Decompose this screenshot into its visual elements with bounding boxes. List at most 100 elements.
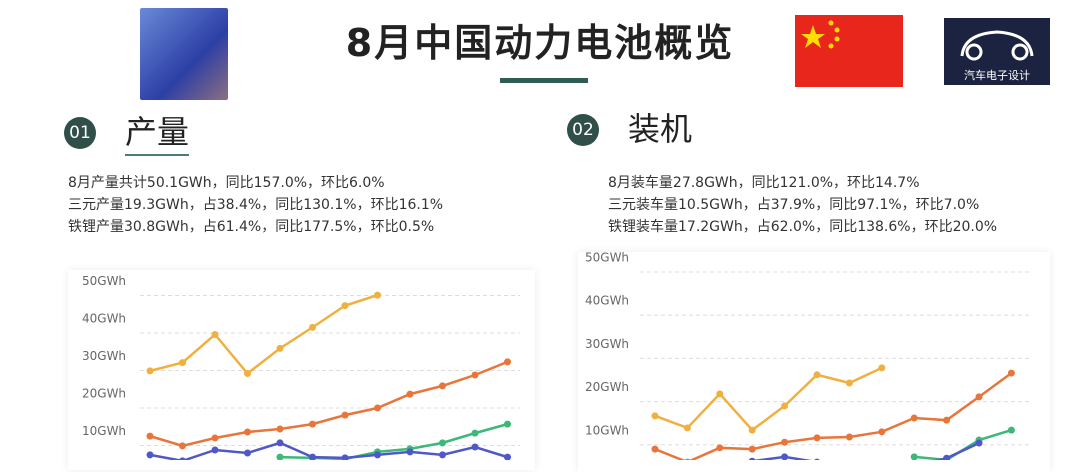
data-point xyxy=(716,444,724,452)
logo-text: 汽车电子设计 xyxy=(964,69,1030,82)
series-line xyxy=(654,372,1013,460)
data-point xyxy=(975,439,983,447)
data-point xyxy=(471,429,479,437)
data-point xyxy=(309,420,316,428)
data-point xyxy=(748,457,756,460)
data-point xyxy=(406,448,414,456)
data-point xyxy=(943,454,951,460)
data-point xyxy=(374,451,381,459)
y-tick-label: 40GWh xyxy=(585,294,629,308)
data-point xyxy=(975,393,983,401)
section-title: 装机 xyxy=(628,110,693,148)
data-point xyxy=(276,344,284,352)
data-point xyxy=(179,359,186,367)
logo-wheel xyxy=(1011,43,1029,61)
data-point xyxy=(781,453,789,460)
data-point xyxy=(439,451,446,459)
data-point xyxy=(309,453,316,460)
logo: 汽车电子设计 xyxy=(944,18,1050,85)
flag-star xyxy=(834,36,840,42)
logo-arc xyxy=(960,30,1034,57)
y-tick-label: 10GWh xyxy=(82,424,126,438)
china-flag xyxy=(795,15,903,87)
data-point xyxy=(471,443,479,451)
summary-line: 8月装车量27.8GWh，同比121.0%，环比14.7% xyxy=(608,175,920,191)
data-point xyxy=(748,445,756,453)
summary-line: 铁锂装车量17.2GWh，占62.0%，同比138.6%，环比20.0% xyxy=(608,219,998,235)
page-title: 8月中国动力电池概览 xyxy=(345,21,735,65)
data-point xyxy=(179,442,186,450)
data-point xyxy=(374,291,381,299)
data-point xyxy=(211,434,219,442)
data-point xyxy=(910,414,918,422)
data-point xyxy=(276,439,284,447)
title-underline xyxy=(500,78,588,83)
y-tick-label: 20GWh xyxy=(82,387,126,401)
data-point xyxy=(244,428,251,436)
data-point xyxy=(878,364,886,372)
summary-line: 三元装车量10.5GWh，占37.9%，同比97.1%，环比7.0% xyxy=(608,197,980,213)
data-point xyxy=(651,445,659,453)
data-point xyxy=(651,412,659,420)
data-point xyxy=(683,424,691,432)
logo-mark xyxy=(960,30,1034,61)
data-point xyxy=(211,331,219,338)
section-title: 产量 xyxy=(125,112,190,156)
series-line xyxy=(149,360,508,448)
flag-star xyxy=(834,27,840,33)
y-tick-label: 30GWh xyxy=(585,337,629,351)
data-point xyxy=(1007,426,1015,434)
data-point xyxy=(211,446,219,454)
data-point xyxy=(179,457,186,460)
flag-star xyxy=(828,20,834,26)
flag-star xyxy=(801,25,825,48)
page: 8月中国动力电池概览 汽车电子设计 01 产量 8月产量共计50.1GWh，同比… xyxy=(64,8,1050,460)
y-tick-label: 50GWh xyxy=(82,274,126,288)
y-tick-label: 30GWh xyxy=(82,349,126,363)
data-point xyxy=(146,432,154,440)
data-point xyxy=(910,453,918,460)
data-point xyxy=(309,323,316,331)
data-point xyxy=(943,416,951,424)
data-point xyxy=(781,438,789,446)
data-point xyxy=(748,426,756,434)
data-point xyxy=(781,402,789,410)
data-point xyxy=(845,379,853,387)
data-point xyxy=(244,370,251,377)
data-point xyxy=(504,420,511,428)
data-point xyxy=(244,449,251,457)
data-point xyxy=(341,302,349,310)
section-number: 02 xyxy=(567,114,599,146)
data-point xyxy=(504,453,511,460)
data-point xyxy=(439,439,446,447)
data-point xyxy=(471,371,479,379)
data-point xyxy=(845,433,853,441)
series-line xyxy=(149,293,378,376)
y-tick-label: 20GWh xyxy=(585,380,629,394)
data-point xyxy=(406,390,414,398)
data-point xyxy=(276,425,284,433)
data-point xyxy=(716,390,724,398)
data-point xyxy=(439,382,446,390)
data-point xyxy=(1007,369,1015,377)
battery-image xyxy=(140,8,228,100)
series-line xyxy=(654,366,883,432)
y-tick-label: 10GWh xyxy=(585,423,629,437)
data-point xyxy=(504,358,511,366)
data-point xyxy=(276,453,284,460)
y-tick-label: 40GWh xyxy=(82,312,126,326)
flag-field xyxy=(795,15,903,87)
data-point xyxy=(341,411,349,419)
data-point xyxy=(878,428,886,436)
data-point xyxy=(813,371,821,379)
y-tick-label: 50GWh xyxy=(585,252,629,264)
data-point xyxy=(813,434,821,442)
summary-line: 三元产量19.3GWh，占38.4%，同比130.1%，环比16.1% xyxy=(68,197,444,213)
summary-line: 8月产量共计50.1GWh，同比157.0%，环比6.0% xyxy=(68,175,385,191)
data-point xyxy=(146,367,154,375)
data-point xyxy=(374,404,381,412)
section-number: 01 xyxy=(64,117,96,149)
series-line xyxy=(149,441,508,460)
logo-wheel xyxy=(965,43,983,61)
data-point xyxy=(146,451,154,459)
